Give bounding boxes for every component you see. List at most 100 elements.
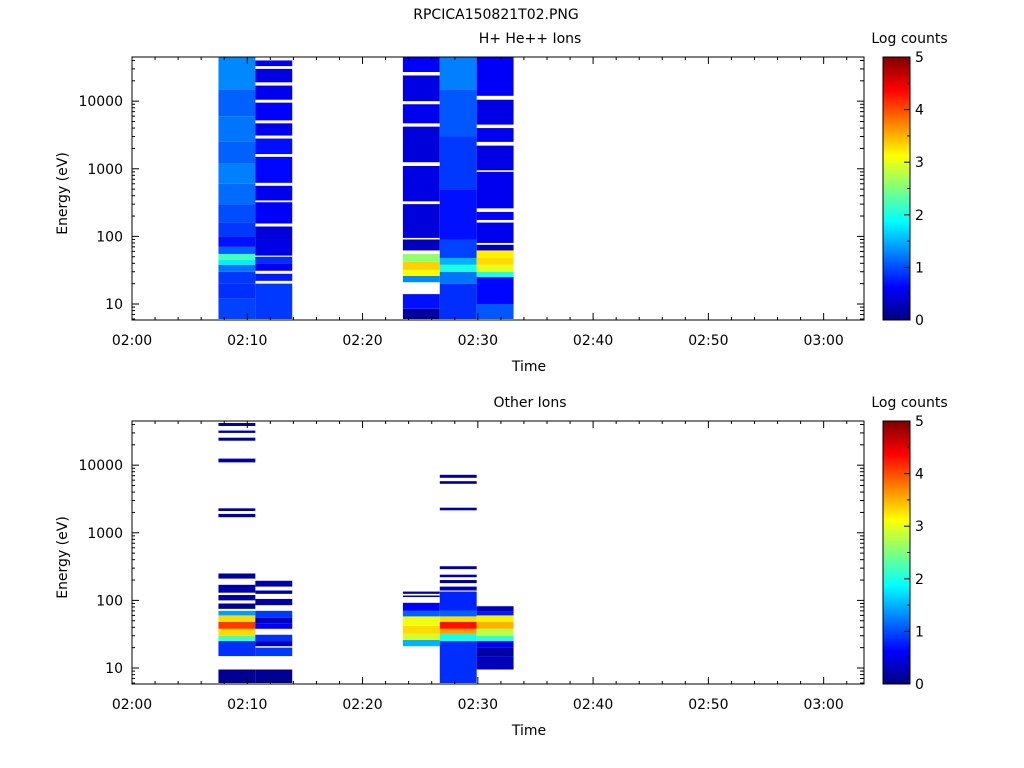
heatmap-cell	[255, 226, 293, 240]
panel-1: 02:00 02:10 02:20 02:30 02:40 02:50 03:0010100…	[55, 31, 948, 375]
heatmap-cell	[476, 211, 514, 220]
heatmap-cell	[476, 57, 514, 96]
colorbar-tick-label: 5	[915, 50, 924, 66]
heatmap-cell	[476, 656, 514, 670]
heatmap-cell	[439, 580, 477, 584]
plot-frame	[131, 420, 865, 685]
heatmap-cell	[255, 256, 293, 264]
x-tick-label: 02:10	[227, 333, 267, 349]
heatmap-cell	[218, 298, 256, 319]
heatmap-cell	[476, 635, 514, 642]
heatmap-cell	[476, 222, 514, 243]
figure-title: RPCICA150821T02.PNG	[413, 7, 578, 23]
heatmap-cell	[439, 136, 477, 190]
x-tick-label: 03:00	[803, 697, 843, 713]
heatmap-cell	[402, 308, 440, 320]
heatmap-cell	[255, 617, 293, 624]
heatmap-cell	[402, 57, 440, 72]
colorbar-tick-label: 0	[915, 677, 924, 693]
heatmap-cell	[402, 261, 440, 270]
heatmap-cell	[218, 141, 256, 164]
x-tick-label: 03:00	[803, 333, 843, 349]
colorbar-tick-label: 3	[915, 519, 924, 535]
heatmap-cell	[439, 616, 477, 622]
heatmap-cell	[255, 634, 293, 642]
colorbar-tick-label: 4	[915, 103, 924, 119]
heatmap-cell	[255, 68, 293, 83]
heatmap-cell	[218, 264, 256, 272]
heatmap-cell	[255, 669, 293, 683]
heatmap-cell	[476, 611, 514, 616]
heatmap-cell	[439, 239, 477, 258]
heatmap-cell	[476, 641, 514, 648]
panel-2: 02:00 02:10 02:20 02:30 02:40 02:50 03:0010100…	[55, 395, 948, 739]
plot-frame	[131, 56, 865, 321]
heatmap-cell	[402, 602, 440, 611]
heatmap-cell	[218, 204, 256, 223]
heatmap-cell	[439, 586, 477, 591]
heatmap-cell	[476, 128, 514, 142]
heatmap-cell	[218, 246, 256, 254]
heatmap-cell	[218, 271, 256, 284]
heatmap-cell	[439, 189, 477, 240]
heatmap-cell	[402, 165, 440, 202]
heatmap-cell	[402, 595, 440, 598]
heatmap-cell	[218, 621, 256, 629]
x-tick-label: 02:30	[458, 333, 498, 349]
heatmap-cell	[218, 628, 256, 636]
heatmap-cell	[439, 628, 477, 634]
heatmap-cell	[255, 239, 293, 256]
heatmap-cell	[218, 283, 256, 299]
x-tick-label: 02:50	[688, 333, 728, 349]
heatmap-cell	[439, 591, 477, 611]
heatmap-cell	[402, 204, 440, 238]
heatmap-cell	[476, 99, 514, 125]
heatmap-cell	[402, 639, 440, 647]
x-tick-label: 02:50	[688, 697, 728, 713]
heatmap-cell	[255, 598, 293, 606]
heatmap-cell	[439, 283, 477, 319]
y-tick-label: 10000	[78, 458, 123, 474]
heatmap-cell	[439, 507, 477, 511]
heatmap-cell	[476, 271, 514, 278]
heatmap-cell	[402, 253, 440, 262]
heatmap-cell	[255, 85, 293, 100]
heatmap-cell	[218, 573, 256, 579]
heatmap-cell	[218, 57, 256, 90]
y-tick-label: 10000	[78, 94, 123, 110]
heatmap-cell	[439, 481, 477, 484]
heatmap-cell	[255, 102, 293, 121]
heatmap-cell	[402, 591, 440, 594]
heatmap-cell	[255, 123, 293, 136]
heatmap-cell	[255, 647, 293, 657]
heatmap-cell	[255, 185, 293, 201]
heatmap-cell	[439, 271, 477, 284]
x-tick-label: 02:40	[573, 697, 613, 713]
x-tick-label: 02:30	[458, 697, 498, 713]
colorbar-tick-label: 4	[915, 467, 924, 483]
heatmap-cell	[476, 615, 514, 622]
colorbar-tick-label: 5	[915, 414, 924, 430]
heatmap-cell	[218, 236, 256, 247]
heatmap-cell	[439, 474, 477, 478]
heatmap-cell	[476, 304, 514, 319]
x-tick-label: 02:20	[342, 697, 382, 713]
heatmap-cell	[255, 590, 293, 594]
heatmap-cell	[439, 57, 477, 90]
heatmap-cell	[218, 116, 256, 142]
heatmap-cell	[218, 615, 256, 622]
heatmap-cell	[402, 633, 440, 640]
heatmap-cell	[255, 273, 293, 281]
colorbar-label: Log counts	[871, 395, 947, 411]
y-tick-label: 1000	[87, 526, 123, 542]
heatmap-cell	[476, 257, 514, 265]
x-tick-label: 02:00	[112, 333, 152, 349]
heatmap-cell	[476, 244, 514, 251]
heatmap-cell	[218, 635, 256, 642]
panel-title: Other Ions	[493, 395, 566, 411]
heatmap-cell	[255, 156, 293, 183]
heatmap-cell	[476, 628, 514, 636]
heatmap-cell	[439, 566, 477, 570]
heatmap-cell	[218, 584, 256, 593]
x-axis-label: Time	[511, 359, 546, 375]
